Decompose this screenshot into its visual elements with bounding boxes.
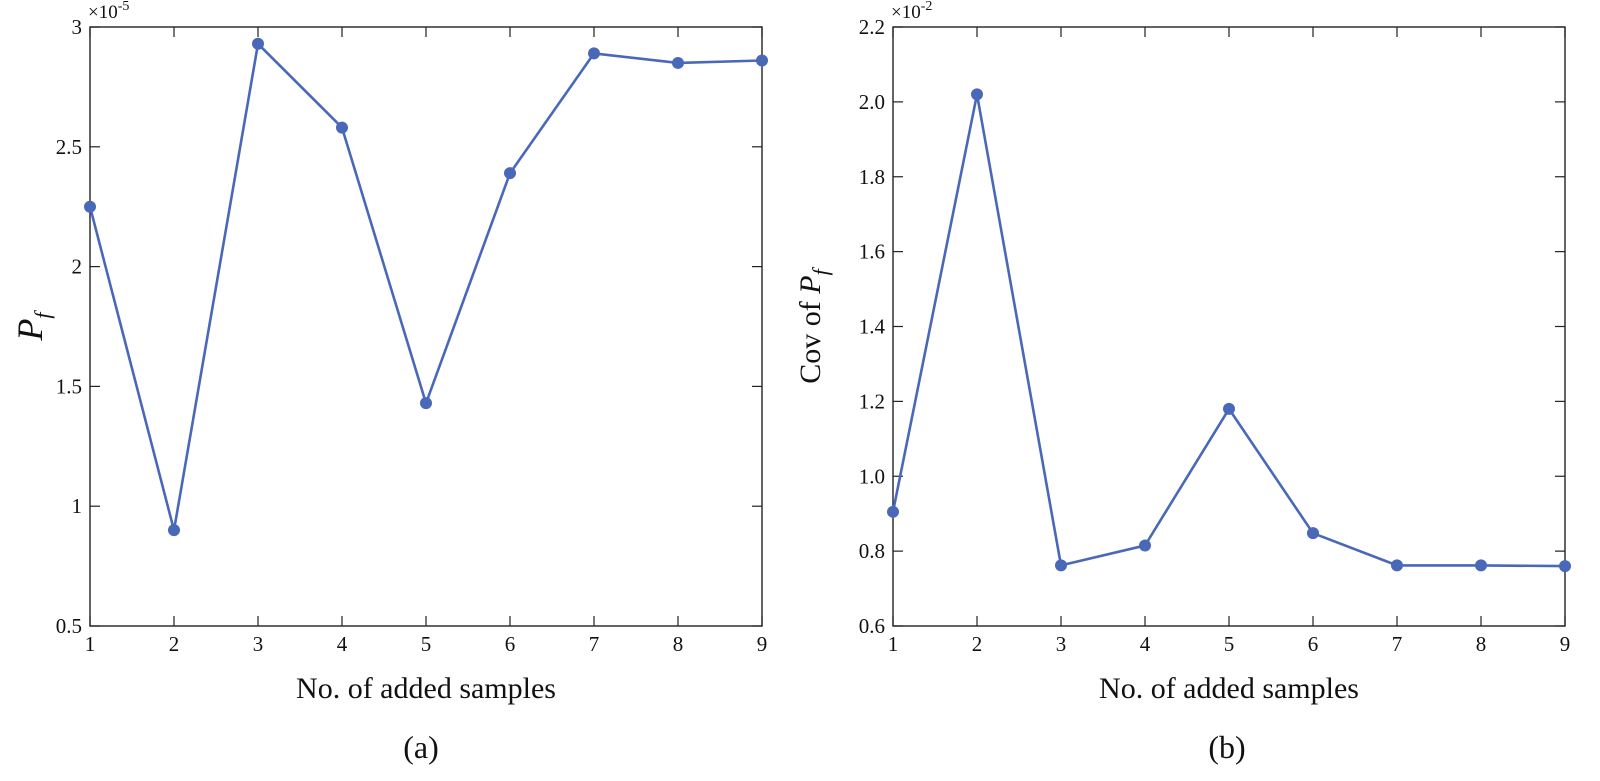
plot-frame [89, 26, 763, 627]
data-point [84, 200, 96, 213]
data-point [168, 524, 180, 537]
data-point [1055, 559, 1067, 572]
panel-caption: (b) [1208, 729, 1245, 765]
x-tick-label: 1 [85, 632, 96, 656]
panel-b: 0.6 0.8 1.0 1.2 1.4 1.6 1.8 2.0 2.2 1 2 3 4 5 6 7 8 9 ×10-… [794, 0, 1571, 765]
data-point [1223, 402, 1235, 415]
y-tick-label: 0.8 [859, 539, 885, 563]
y-axis-label: Pf [10, 310, 55, 342]
data-point [504, 167, 516, 180]
x-tick-label: 4 [1140, 632, 1151, 656]
y-tick-label: 1 [72, 494, 83, 518]
y-label-subscript: f [30, 310, 55, 319]
x-axis-label: No. of added samples [296, 672, 556, 705]
data-point [252, 37, 264, 50]
axis-multiplier: ×10-2 [891, 0, 932, 23]
data-point [1139, 539, 1151, 552]
panel-caption: (a) [403, 729, 439, 765]
y-tick-label: 1.2 [859, 389, 885, 413]
y-tick-label: 1.8 [859, 165, 885, 189]
x-tick-label: 6 [505, 632, 516, 656]
y-tick-label: 0.6 [859, 614, 885, 638]
x-tick-label: 9 [1560, 632, 1571, 656]
x-tick-label: 7 [589, 632, 600, 656]
x-tick-label: 8 [1476, 632, 1487, 656]
y-tick-label: 2.5 [56, 135, 82, 159]
x-tick-label: 8 [673, 632, 684, 656]
panel-a: 0.511.522.531 2 3 4 5 6 7 8 9×10-5No. of added s… [10, 0, 768, 765]
y-tick-label: 1.6 [859, 240, 885, 264]
data-point [1391, 559, 1403, 572]
data-point [887, 505, 899, 518]
x-tick-label: 2 [169, 632, 180, 656]
y-tick-label: 1.5 [56, 374, 82, 398]
y-label-prefix: Cov of [794, 294, 827, 384]
y-tick-label: 0.5 [56, 614, 82, 638]
x-tick-label: 5 [421, 632, 432, 656]
series-line [891, 93, 1566, 568]
x-tick-label: 2 [972, 632, 983, 656]
x-tick-label: 3 [1056, 632, 1067, 656]
data-point [756, 54, 768, 67]
y-tick-label: 2.0 [859, 90, 885, 114]
data-point [672, 56, 684, 69]
data-point [1475, 559, 1487, 572]
data-point [971, 88, 983, 101]
x-tick-label: 4 [337, 632, 348, 656]
x-tick-label: 5 [1224, 632, 1235, 656]
multiplier-exponent: -5 [118, 0, 130, 14]
data-point [588, 47, 600, 60]
data-point [420, 397, 432, 410]
x-tick-label: 3 [253, 632, 264, 656]
y-tick-label: 1.0 [859, 464, 885, 488]
plot-frame [892, 26, 1566, 627]
series-line [88, 42, 763, 532]
y-tick-label: 3 [72, 15, 83, 39]
y-axis-label: Cov of Pf [794, 266, 833, 383]
x-axis-label: No. of added samples [1099, 672, 1359, 705]
data-point [336, 121, 348, 134]
multiplier-base: ×10 [891, 2, 921, 23]
multiplier-base: ×10 [88, 2, 118, 23]
y-tick-label: 2 [72, 255, 83, 279]
multiplier-exponent: -2 [921, 0, 933, 14]
y-tick-label: 1.4 [859, 315, 886, 339]
y-label-subscript: f [808, 266, 833, 275]
data-point [1307, 527, 1319, 540]
y-tick-label: 2.2 [859, 15, 885, 39]
axis-multiplier: ×10-5 [88, 0, 129, 23]
data-point [1559, 560, 1571, 573]
y-label-symbol: P [10, 319, 50, 342]
x-tick-label: 7 [1392, 632, 1403, 656]
x-tick-label: 9 [757, 632, 768, 656]
y-label-symbol: P [794, 275, 827, 294]
x-tick-label: 1 [888, 632, 899, 656]
x-tick-label: 6 [1308, 632, 1319, 656]
